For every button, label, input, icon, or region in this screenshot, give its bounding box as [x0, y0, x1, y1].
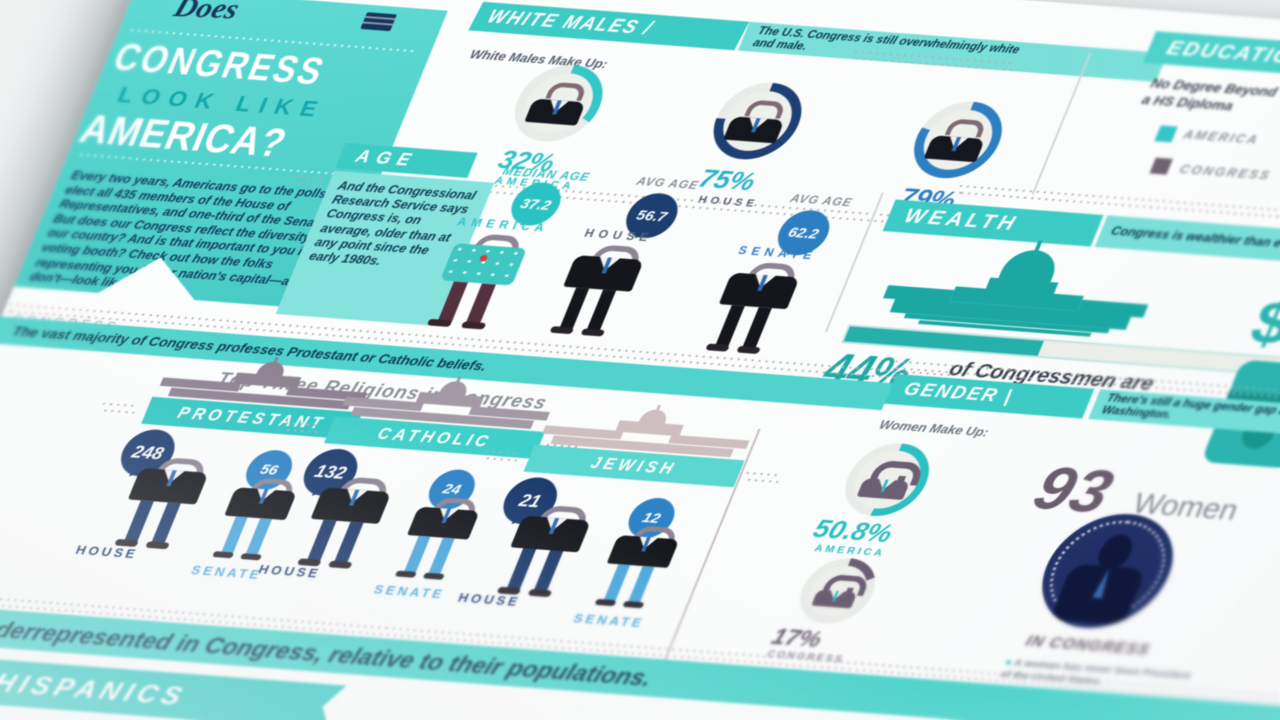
wealth-subtitle-text: Congress is wealthier than ever. [1108, 224, 1280, 252]
age-value-house: 56.7 [634, 206, 670, 225]
flag-icon [360, 12, 397, 31]
age-header-label: AGE [352, 146, 421, 170]
does-script: Does [169, 0, 244, 26]
hispanics-header-label: HISPANICS [0, 667, 192, 710]
religion-ribbon-catholic-label: CATHOLIC [374, 424, 495, 451]
age-value-america: 37.2 [518, 195, 554, 214]
count-catholic-senate: 24 [440, 481, 464, 499]
age-value-senate: 62.2 [785, 223, 822, 242]
dotted-rule [295, 175, 326, 187]
white-males-value-house: 75% [694, 164, 760, 197]
count-jewish-senate: 12 [639, 509, 664, 527]
gender-header-label: GENDER | [900, 379, 1017, 408]
count-protestant-senate: 56 [257, 461, 281, 479]
wealth-header-label: WEALTH [900, 205, 1022, 236]
religion-ribbon-jewish-label: JEWISH [588, 453, 681, 478]
